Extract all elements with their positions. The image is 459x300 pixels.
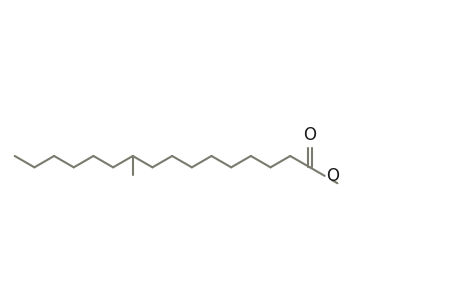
Text: O: O — [303, 126, 316, 144]
Text: O: O — [325, 167, 338, 185]
